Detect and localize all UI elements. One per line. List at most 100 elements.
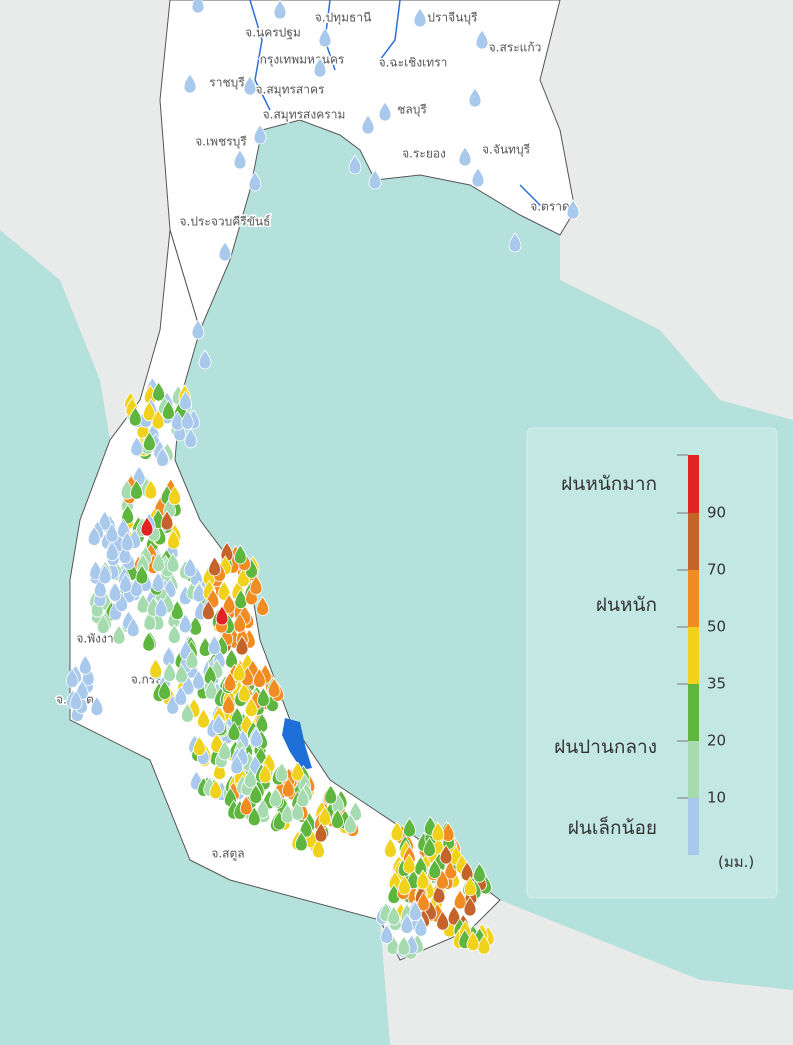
rain-station bbox=[269, 787, 283, 808]
rain-station bbox=[397, 935, 411, 956]
rain-station bbox=[230, 754, 244, 775]
rain-station bbox=[453, 889, 467, 910]
rain-station bbox=[239, 795, 253, 816]
rain-station bbox=[361, 114, 375, 135]
rain-station bbox=[209, 779, 223, 800]
rain-station bbox=[208, 556, 222, 577]
river bbox=[519, 184, 546, 211]
province-label: จ.ฉะเชิงเทรา bbox=[379, 56, 448, 70]
rain-station bbox=[191, 0, 205, 14]
rain-station bbox=[413, 7, 427, 28]
rain-station bbox=[414, 916, 428, 937]
rain-station bbox=[168, 485, 182, 506]
rain-station bbox=[135, 564, 149, 585]
rain-station bbox=[243, 768, 257, 789]
province-label: จ.ปราจีนบุรี bbox=[417, 11, 478, 26]
rain-station bbox=[225, 648, 238, 669]
province-label: จ.สมุทรสาคร bbox=[256, 83, 326, 98]
rain-station bbox=[406, 869, 420, 890]
rain-station bbox=[108, 581, 122, 602]
rain-station bbox=[368, 169, 382, 190]
rain-station bbox=[249, 783, 263, 804]
legend: ฝนหนักมาก ฝนหนัก ฝนปานกลาง ฝนเล็กน้อย (ม… bbox=[526, 427, 778, 899]
legend-tick-label: 50 bbox=[707, 618, 726, 636]
rain-station bbox=[378, 101, 392, 122]
rain-station bbox=[314, 822, 328, 843]
province-label: ชลบุรี bbox=[397, 103, 427, 118]
rain-station bbox=[416, 869, 430, 890]
rain-station bbox=[294, 831, 308, 852]
rain-station bbox=[380, 923, 394, 944]
rain-station bbox=[184, 428, 198, 449]
rain-station bbox=[343, 813, 357, 834]
rain-station bbox=[471, 167, 485, 188]
rain-station bbox=[175, 663, 188, 684]
province-label: จ.เพชรบุรี bbox=[195, 135, 247, 150]
rain-station bbox=[463, 876, 477, 897]
rain-station bbox=[408, 900, 422, 922]
rain-station bbox=[235, 635, 249, 656]
rain-station bbox=[383, 837, 397, 858]
rain-station bbox=[174, 685, 188, 706]
rain-station bbox=[142, 431, 156, 452]
rain-station bbox=[98, 510, 112, 531]
rain-station bbox=[192, 735, 206, 756]
rain-station bbox=[185, 648, 199, 670]
rain-station bbox=[152, 381, 166, 402]
rain-station bbox=[120, 531, 134, 552]
rain-station bbox=[218, 740, 232, 761]
rain-station bbox=[233, 149, 247, 170]
rain-station bbox=[258, 763, 272, 784]
rain-station bbox=[390, 821, 404, 842]
legend-tick-label: 10 bbox=[707, 789, 726, 807]
rain-station bbox=[436, 910, 450, 931]
rain-station bbox=[65, 667, 79, 688]
rain-station bbox=[119, 572, 132, 593]
rain-station bbox=[178, 613, 192, 634]
rain-station bbox=[472, 862, 486, 883]
rain-station bbox=[179, 390, 192, 411]
province-label: จ.ตราด bbox=[530, 200, 570, 214]
rain-station bbox=[397, 875, 411, 896]
rain-station bbox=[96, 613, 110, 635]
rain-station bbox=[439, 844, 453, 865]
rain-station bbox=[348, 154, 362, 175]
rain-station bbox=[318, 27, 332, 48]
rain-station bbox=[126, 617, 140, 638]
rain-station bbox=[291, 761, 305, 782]
rain-station bbox=[431, 821, 445, 842]
province-label: ราชบุรี bbox=[209, 76, 245, 91]
rain-station bbox=[232, 661, 246, 682]
rain-station bbox=[248, 171, 262, 192]
rain-station bbox=[191, 319, 205, 340]
rain-station bbox=[154, 597, 168, 618]
legend-swatch bbox=[688, 684, 699, 741]
rain-station bbox=[166, 552, 180, 573]
rain-station bbox=[324, 784, 338, 805]
legend-swatch bbox=[688, 455, 699, 513]
rain-station bbox=[243, 75, 257, 96]
rain-station bbox=[417, 891, 430, 912]
rain-station bbox=[90, 695, 104, 716]
thailand-central bbox=[159, 0, 576, 332]
rain-station bbox=[105, 541, 119, 562]
rain-station bbox=[318, 805, 332, 827]
rain-station bbox=[387, 905, 401, 926]
rain-station bbox=[78, 654, 92, 675]
rain-station bbox=[249, 574, 263, 596]
rain-station bbox=[267, 677, 281, 698]
rain-station bbox=[402, 853, 416, 874]
province-label: จ.จันทบุรี bbox=[482, 143, 531, 158]
rain-station bbox=[156, 446, 169, 467]
rain-station bbox=[349, 801, 363, 822]
province-label: กรุงเทพมหานคร bbox=[260, 53, 345, 68]
legend-swatch bbox=[688, 570, 699, 627]
rain-station bbox=[423, 836, 436, 857]
rain-station bbox=[477, 934, 491, 955]
rain-station bbox=[475, 29, 489, 50]
legend-scale: 10 20 35 50 70 90 bbox=[677, 454, 726, 855]
rain-station bbox=[163, 661, 177, 682]
rain-station bbox=[181, 409, 194, 430]
province-label: จ.ปทุมธานี bbox=[315, 11, 372, 26]
